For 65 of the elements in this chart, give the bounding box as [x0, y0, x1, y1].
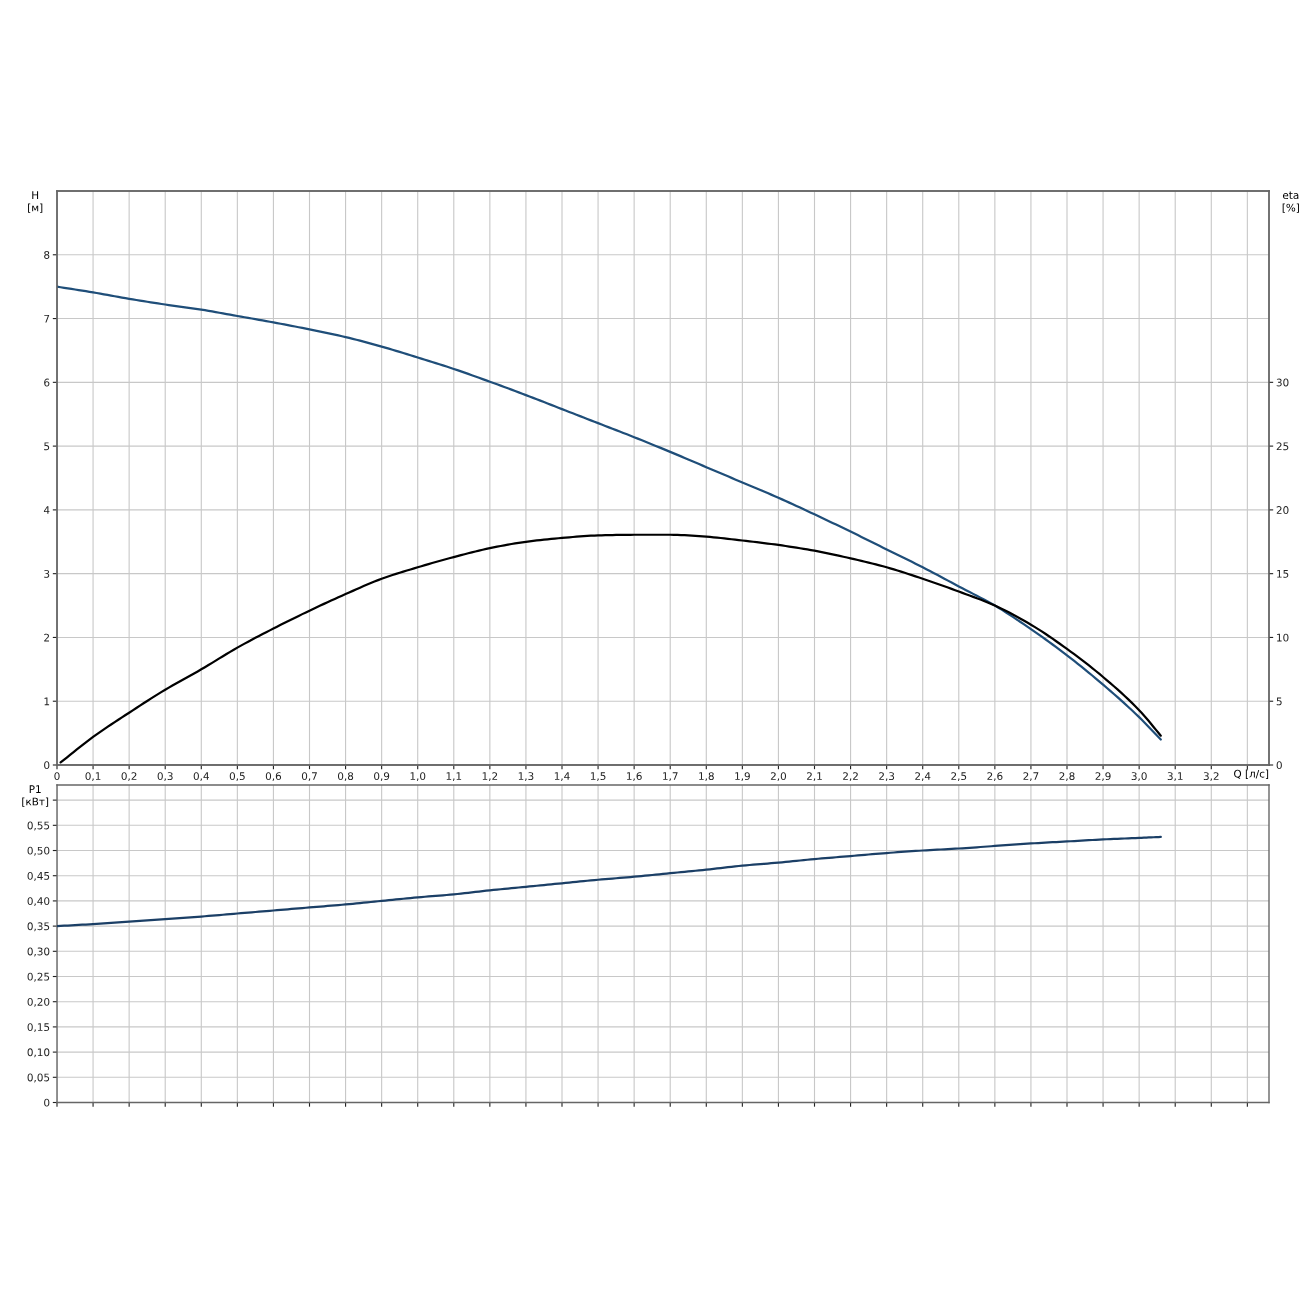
x-tick-label: 3,2	[1203, 772, 1219, 782]
x-tick-label: 1,3	[518, 772, 534, 782]
y-tick-label: 0,30	[27, 947, 50, 957]
y-tick-label: 0,25	[27, 972, 50, 982]
y-tick-label: 0,15	[27, 1023, 50, 1033]
x-tick-label: 2,8	[1059, 772, 1075, 782]
y-tick-label: 8	[44, 251, 50, 259]
x-tick-label: 2,0	[770, 772, 787, 782]
x-tick-label: 1,9	[735, 772, 750, 782]
y2-tick-label: 30	[1276, 378, 1289, 387]
x-tick-label: 0,3	[157, 772, 173, 782]
y-tick-label: 4	[43, 506, 50, 514]
y-tick-label: 0,45	[27, 871, 50, 881]
x-tick-label: 0,2	[121, 772, 137, 782]
x-tick-label: 1,7	[663, 772, 678, 782]
x-tick-label: 2,7	[1023, 772, 1039, 782]
y-tick-label: 3	[44, 569, 50, 578]
y2-axis-title: eta [%]	[1282, 191, 1299, 213]
y-tick-label: 0,40	[27, 897, 50, 907]
y-tick-label: 0,05	[27, 1073, 50, 1083]
x-tick-label: 0,4	[193, 772, 209, 782]
x-tick-label: 0	[54, 772, 60, 781]
x-tick-label: 2,3	[879, 772, 895, 782]
x-tick-label: 1,8	[699, 772, 714, 782]
y2-tick-label: 0	[1276, 761, 1282, 770]
x-tick-label: 1,2	[482, 772, 498, 782]
y-tick-label: 0,35	[27, 922, 50, 932]
x-tick-label: 0,7	[301, 772, 317, 782]
y-tick-label: 7	[44, 314, 50, 323]
y2-tick-label: 25	[1276, 442, 1289, 451]
y2-tick-label: 15	[1277, 570, 1289, 578]
y-tick-label: 0	[44, 1098, 50, 1107]
x-tick-label: 1,4	[554, 772, 570, 782]
x-tick-label: 2,9	[1095, 772, 1111, 782]
x-tick-label: 2,2	[843, 772, 858, 782]
x-tick-label: 2,6	[987, 772, 1003, 782]
y-tick-label: 0,50	[27, 846, 50, 856]
x-tick-label: 1,5	[590, 772, 606, 782]
x-tick-label: 2,4	[915, 772, 931, 782]
x-tick-label: 0,5	[229, 772, 245, 782]
x-axis-title: Q [л/с]	[1234, 769, 1269, 779]
x-tick-label: 0,6	[265, 772, 282, 782]
x-tick-label: 0,8	[337, 772, 354, 782]
y-tick-label: 5	[44, 442, 50, 451]
y-axis-title: P1 [кВт]	[22, 785, 49, 807]
y-tick-label: 0,10	[27, 1048, 50, 1058]
x-tick-label: 3,1	[1167, 772, 1183, 782]
x-tick-label: 3,0	[1131, 772, 1147, 782]
x-tick-label: 1,0	[410, 772, 426, 782]
y-axis-title: H [м]	[28, 191, 43, 213]
x-tick-label: 2,5	[951, 772, 967, 782]
y-tick-label: 0,20	[27, 997, 50, 1007]
y-tick-label: 6	[44, 378, 50, 387]
y-tick-label: 2	[44, 633, 50, 642]
y-tick-label: 0,55	[27, 821, 50, 831]
x-tick-label: 0,9	[374, 772, 390, 782]
x-tick-label: 1,6	[627, 772, 642, 782]
y2-tick-label: 10	[1277, 633, 1289, 642]
y2-tick-label: 5	[1276, 697, 1282, 706]
x-tick-label: 2,1	[806, 772, 822, 782]
y-tick-label: 1	[44, 697, 50, 706]
x-tick-label: 1,1	[446, 772, 462, 782]
y2-tick-label: 20	[1276, 506, 1289, 514]
y-tick-label: 0	[44, 761, 50, 770]
x-tick-label: 0,1	[85, 772, 101, 782]
